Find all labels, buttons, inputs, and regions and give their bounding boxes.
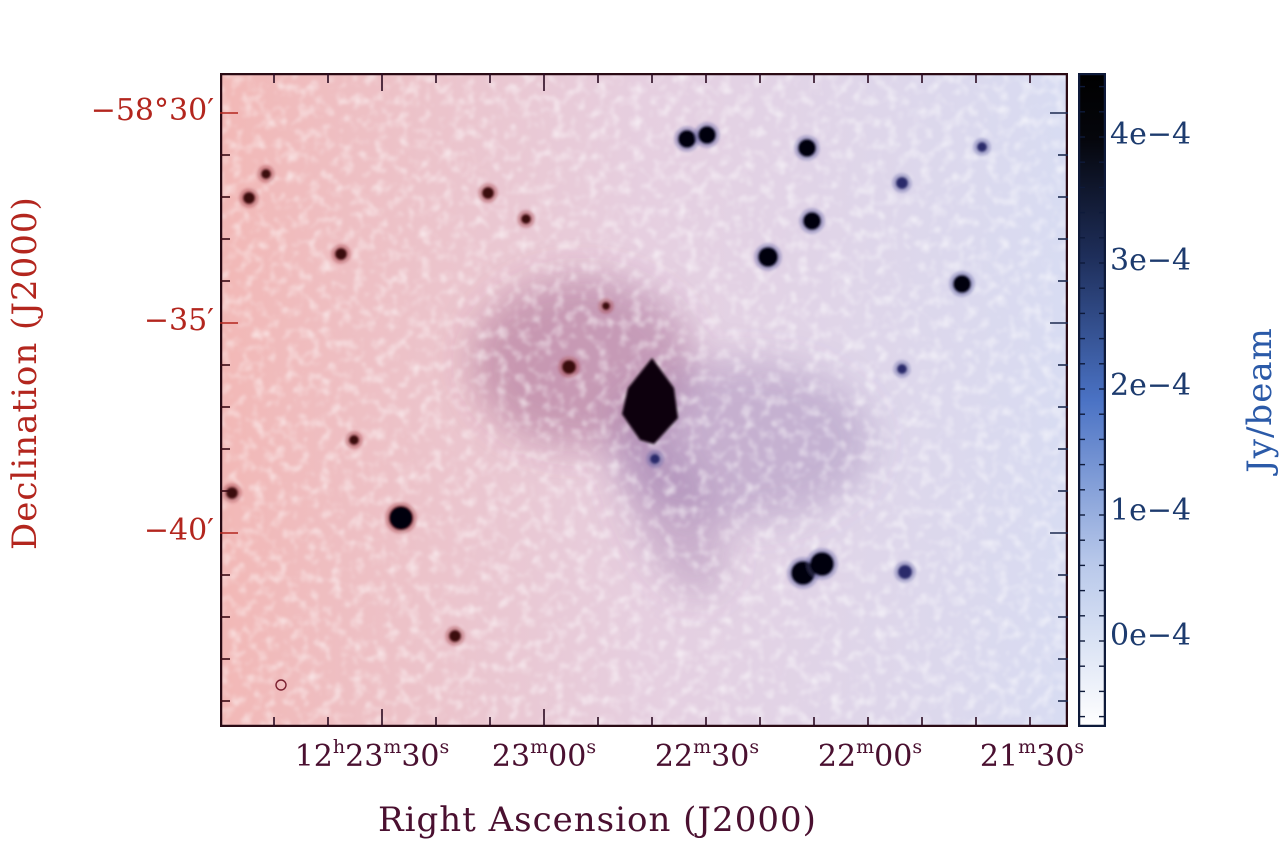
colorbar-tick-label: 0e−4 [1110, 618, 1192, 653]
y-axis-label: Declination (J2000) [5, 196, 45, 550]
colorbar-tick-label: 1e−4 [1110, 493, 1192, 528]
sky-image-heatmap [220, 73, 1068, 727]
y-tick-label: −58°30′ [90, 93, 214, 128]
colorbar-tick-label: 4e−4 [1110, 117, 1192, 152]
colorbar-tick-label: 3e−4 [1110, 243, 1192, 278]
central-source [622, 358, 678, 444]
colorbar-label: Jy/beam [1240, 327, 1280, 473]
colorbar-tick-label: 2e−4 [1110, 368, 1192, 403]
x-tick-label: 12h23m30s [294, 736, 450, 774]
y-tick-label: −40′ [143, 513, 214, 548]
x-tick-label: 23m00s [491, 736, 597, 774]
x-tick-label: 21m30s [979, 736, 1085, 774]
y-tick-label: −35′ [143, 303, 214, 338]
sky-image-plot [220, 73, 1068, 727]
x-tick-label: 22m00s [817, 736, 923, 774]
colorbar-gradient [1077, 72, 1107, 728]
colorbar [1077, 72, 1107, 728]
x-tick-label: 22m30s [654, 736, 760, 774]
x-axis-label: Right Ascension (J2000) [378, 800, 817, 840]
beam-marker [275, 679, 287, 691]
